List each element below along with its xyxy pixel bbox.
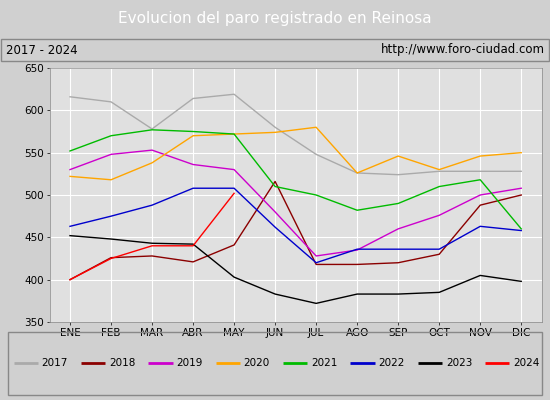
Text: Evolucion del paro registrado en Reinosa: Evolucion del paro registrado en Reinosa [118, 12, 432, 26]
Text: 2020: 2020 [244, 358, 270, 368]
Text: 2017: 2017 [42, 358, 68, 368]
Text: 2023: 2023 [446, 358, 472, 368]
Text: 2022: 2022 [378, 358, 405, 368]
Text: http://www.foro-ciudad.com: http://www.foro-ciudad.com [381, 44, 544, 56]
Text: 2021: 2021 [311, 358, 338, 368]
Text: 2018: 2018 [109, 358, 135, 368]
Text: 2024: 2024 [513, 358, 540, 368]
Text: 2017 - 2024: 2017 - 2024 [6, 44, 77, 56]
Text: 2019: 2019 [177, 358, 203, 368]
